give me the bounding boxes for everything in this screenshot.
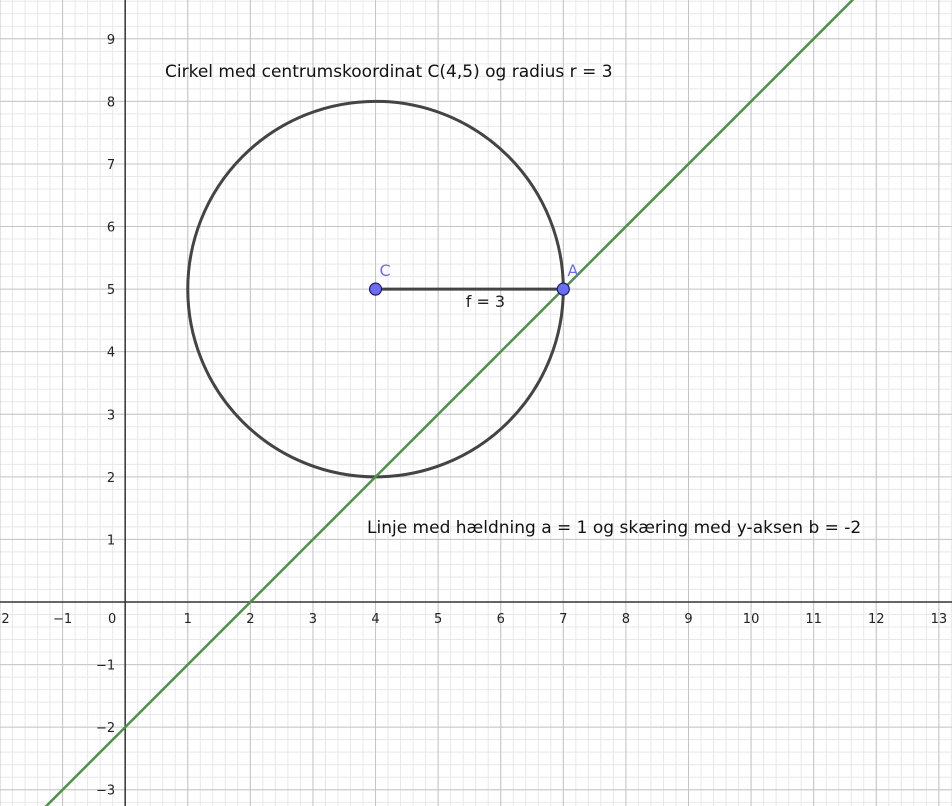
x-tick-label: 2 [246, 612, 254, 627]
x-tick-label: 5 [434, 612, 442, 627]
x-tick-label: 0 [108, 612, 116, 627]
point [368, 282, 383, 296]
y-tick-label: 5 [107, 283, 115, 298]
circle-annotation: Cirkel med centrumskoordinat C(4,5) og r… [165, 62, 613, 82]
segment-label: f = 3 [466, 292, 505, 311]
line-annotation: Linje med hældning a = 1 og skæring med … [367, 518, 861, 538]
x-tick-label: 7 [559, 612, 567, 627]
x-tick-label: 6 [497, 612, 505, 627]
x-tick-label: 8 [622, 612, 630, 627]
x-tick-label: 3 [309, 612, 317, 627]
point-label: A [567, 261, 578, 280]
x-tick-label: 9 [684, 612, 692, 627]
point-label: C [380, 261, 391, 280]
y-tick-label: 2 [107, 471, 115, 486]
y-tick-label: 8 [107, 95, 115, 110]
y-tick-label: −3 [96, 784, 115, 799]
x-tick-label: 13 [931, 612, 948, 627]
x-tick-label: 12 [868, 612, 885, 627]
x-tick-label: −1 [53, 612, 72, 627]
x-tick-label: 11 [805, 612, 822, 627]
y-tick-label: −1 [96, 659, 115, 674]
y-tick-label: 9 [107, 33, 115, 48]
x-tick-label: 1 [184, 612, 192, 627]
y-tick-label: 6 [107, 221, 115, 236]
y-tick-label: 7 [107, 158, 115, 173]
y-tick-label: 1 [107, 533, 115, 548]
x-tick-label: −2 [0, 612, 10, 627]
x-tick-label: 4 [371, 612, 379, 627]
point [556, 282, 570, 296]
x-tick-label: 10 [743, 612, 760, 627]
y-tick-label: 3 [107, 408, 115, 423]
y-tick-label: −2 [96, 721, 115, 736]
y-tick-label: 4 [107, 346, 115, 361]
